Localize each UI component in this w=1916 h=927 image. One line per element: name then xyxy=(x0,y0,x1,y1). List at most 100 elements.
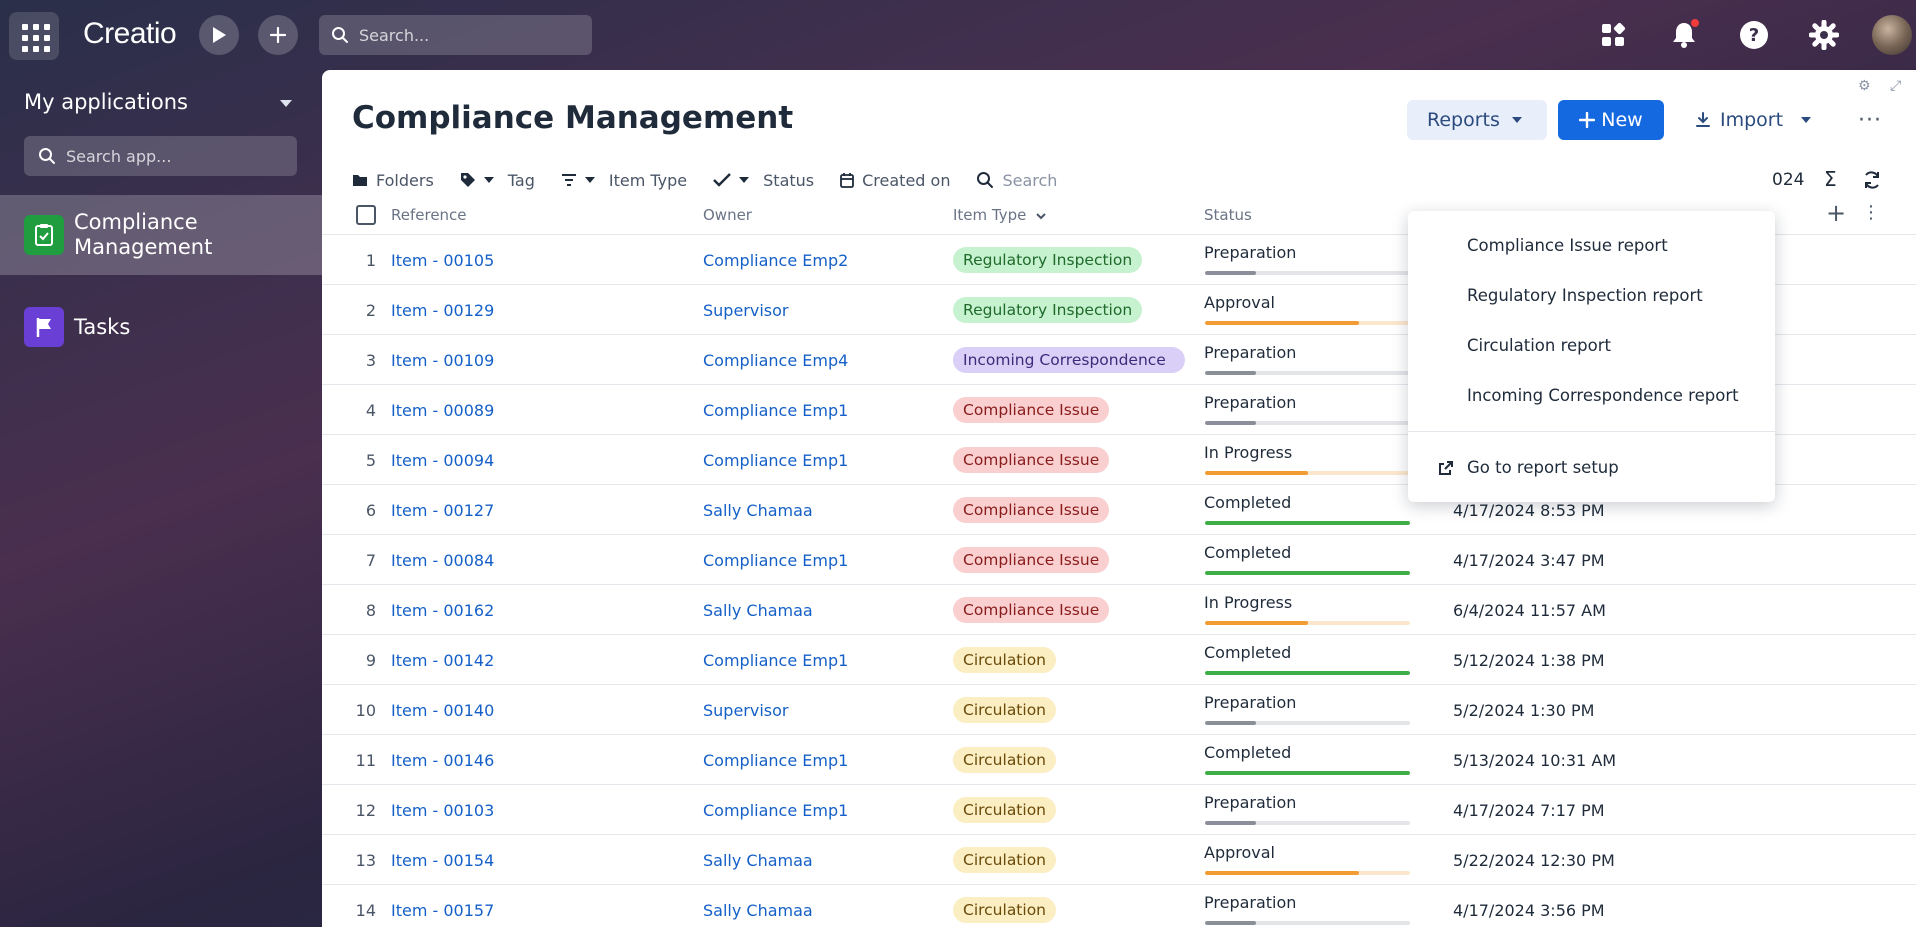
sidebar-header[interactable]: My applications xyxy=(24,90,189,114)
owner-link[interactable]: Compliance Emp4 xyxy=(703,351,849,370)
owner-link[interactable]: Sally Chamaa xyxy=(703,501,813,520)
table-row[interactable]: 13 Item - 00154 Sally Chamaa Circulation App… xyxy=(322,834,1916,884)
notifications-bell-icon[interactable] xyxy=(1666,17,1702,53)
column-header-owner[interactable]: Owner xyxy=(703,206,752,224)
owner-link[interactable]: Supervisor xyxy=(703,701,789,720)
owner-link[interactable]: Compliance Emp1 xyxy=(703,801,849,820)
chevron-down-icon[interactable] xyxy=(280,100,292,107)
settings-gear-icon[interactable] xyxy=(1806,17,1842,53)
menu-item-circulation-report[interactable]: Circulation report xyxy=(1467,336,1611,355)
select-all-checkbox[interactable] xyxy=(356,205,376,225)
owner-link[interactable]: Compliance Emp1 xyxy=(703,401,849,420)
chevron-down-icon xyxy=(483,177,494,183)
menu-item-go-to-report-setup[interactable]: Go to report setup xyxy=(1438,458,1619,477)
table-row[interactable]: 6 Item - 00127 Sally Chamaa Compliance Issu… xyxy=(322,484,1916,534)
created-on-filter[interactable]: Created on xyxy=(840,171,950,190)
owner-link[interactable]: Sally Chamaa xyxy=(703,601,813,620)
panel-settings-icon[interactable]: ⚙ xyxy=(1858,78,1871,94)
status-progress-fill xyxy=(1205,621,1308,625)
reference-link[interactable]: Item - 00094 xyxy=(391,451,495,470)
column-menu-icon[interactable]: ⋮ xyxy=(1862,202,1880,223)
add-column-icon[interactable]: + xyxy=(1826,199,1847,227)
reference-link[interactable]: Item - 00084 xyxy=(391,551,495,570)
play-icon xyxy=(213,27,226,43)
owner-link[interactable]: Compliance Emp1 xyxy=(703,651,849,670)
table-row[interactable]: 10 Item - 00140 Supervisor Circulation Prepa… xyxy=(322,684,1916,734)
status-progress-bar xyxy=(1205,421,1410,425)
table-row[interactable]: 9 Item - 00142 Compliance Emp1 Circulation C… xyxy=(322,634,1916,684)
table-row[interactable]: 3 Item - 00109 Compliance Emp4 Incoming Cor… xyxy=(322,334,1916,384)
status-text: Preparation xyxy=(1204,693,1297,712)
table-row[interactable]: 11 Item - 00146 Compliance Emp1 Circulation… xyxy=(322,734,1916,784)
sidebar-item-compliance-management[interactable]: Compliance Management xyxy=(0,195,322,275)
reference-link[interactable]: Item - 00089 xyxy=(391,401,495,420)
search-icon xyxy=(332,27,348,43)
reference-link[interactable]: Item - 00127 xyxy=(391,501,495,520)
user-avatar[interactable] xyxy=(1872,15,1912,55)
app-launcher-icon[interactable] xyxy=(9,12,59,60)
table-row[interactable]: 5 Item - 00094 Compliance Emp1 Compliance I… xyxy=(322,434,1916,484)
reports-button-label: Reports xyxy=(1427,109,1500,131)
table-row[interactable]: 14 Item - 00157 Sally Chamaa Circulation Pre… xyxy=(322,884,1916,927)
status-text: Preparation xyxy=(1204,793,1297,812)
refresh-icon[interactable] xyxy=(1862,170,1882,194)
app-hub-icon[interactable] xyxy=(1595,17,1631,53)
import-button[interactable]: Import xyxy=(1682,100,1812,140)
new-button[interactable]: New xyxy=(1558,100,1664,140)
reference-link[interactable]: Item - 00105 xyxy=(391,251,495,270)
item-type-badge: Compliance Issue xyxy=(953,597,1110,623)
row-number: 2 xyxy=(365,301,376,320)
notification-dot xyxy=(1691,19,1699,27)
table-row[interactable]: 4 Item - 00089 Compliance Emp1 Compliance I… xyxy=(322,384,1916,434)
item-type-badge: Circulation xyxy=(953,847,1057,873)
owner-link[interactable]: Compliance Emp1 xyxy=(703,751,849,770)
status-text: In Progress xyxy=(1204,593,1293,612)
status-filter[interactable]: Status xyxy=(713,171,814,190)
reference-link[interactable]: Item - 00109 xyxy=(391,351,495,370)
help-icon[interactable]: ? xyxy=(1736,17,1772,53)
reference-link[interactable]: Item - 00129 xyxy=(391,301,495,320)
quick-add-button[interactable] xyxy=(258,15,298,55)
owner-link[interactable]: Compliance Emp2 xyxy=(703,251,849,270)
tag-filter[interactable]: Tag xyxy=(460,171,535,190)
owner-link[interactable]: Sally Chamaa xyxy=(703,901,813,920)
reports-button[interactable]: Reports xyxy=(1407,100,1547,140)
owner-link[interactable]: Sally Chamaa xyxy=(703,851,813,870)
row-number: 8 xyxy=(365,601,376,620)
flag-icon xyxy=(24,307,64,347)
table-row[interactable]: 7 Item - 00084 Compliance Emp1 Compliance I… xyxy=(322,534,1916,584)
status-progress-fill xyxy=(1205,521,1410,525)
column-header-reference[interactable]: Reference xyxy=(391,206,467,224)
more-actions-button[interactable]: ··· xyxy=(1858,107,1882,133)
owner-link[interactable]: Compliance Emp1 xyxy=(703,451,849,470)
app-search-input[interactable]: Search app... xyxy=(24,136,297,176)
summary-sigma-icon[interactable]: Σ xyxy=(1824,167,1837,191)
status-text: Completed xyxy=(1204,743,1292,762)
owner-link[interactable]: Supervisor xyxy=(703,301,789,320)
table-row[interactable]: 2 Item - 00129 Supervisor Regulatory Inspec… xyxy=(322,284,1916,334)
reference-link[interactable]: Item - 00162 xyxy=(391,601,495,620)
list-search-input[interactable]: Search xyxy=(976,171,1057,190)
item-type-filter[interactable]: Item Type xyxy=(561,171,687,190)
date-range-value[interactable]: 024 xyxy=(1772,170,1805,190)
menu-item-compliance-issue-report[interactable]: Compliance Issue report xyxy=(1467,236,1668,255)
menu-item-incoming-correspondence-report[interactable]: Incoming Correspondence report xyxy=(1467,386,1739,405)
reference-link[interactable]: Item - 00142 xyxy=(391,651,495,670)
reference-link[interactable]: Item - 00157 xyxy=(391,901,495,920)
table-row[interactable]: 1 Item - 00105 Compliance Emp2 Regulatory I… xyxy=(322,234,1916,284)
menu-item-regulatory-inspection-report[interactable]: Regulatory Inspection report xyxy=(1467,286,1703,305)
column-header-status[interactable]: Status xyxy=(1204,206,1252,224)
table-row[interactable]: 8 Item - 00162 Sally Chamaa Compliance Issu… xyxy=(322,584,1916,634)
global-search-input[interactable]: Search... xyxy=(319,15,592,55)
expand-icon[interactable]: ⤢ xyxy=(1890,78,1902,94)
reference-link[interactable]: Item - 00103 xyxy=(391,801,495,820)
reference-link[interactable]: Item - 00146 xyxy=(391,751,495,770)
sidebar-item-tasks[interactable]: Tasks xyxy=(0,295,322,359)
reference-link[interactable]: Item - 00140 xyxy=(391,701,495,720)
folders-filter[interactable]: Folders xyxy=(352,171,434,190)
run-process-button[interactable] xyxy=(199,15,239,55)
table-row[interactable]: 12 Item - 00103 Compliance Emp1 Circulation… xyxy=(322,784,1916,834)
column-header-item-type[interactable]: Item Type xyxy=(953,206,1047,224)
reference-link[interactable]: Item - 00154 xyxy=(391,851,495,870)
owner-link[interactable]: Compliance Emp1 xyxy=(703,551,849,570)
